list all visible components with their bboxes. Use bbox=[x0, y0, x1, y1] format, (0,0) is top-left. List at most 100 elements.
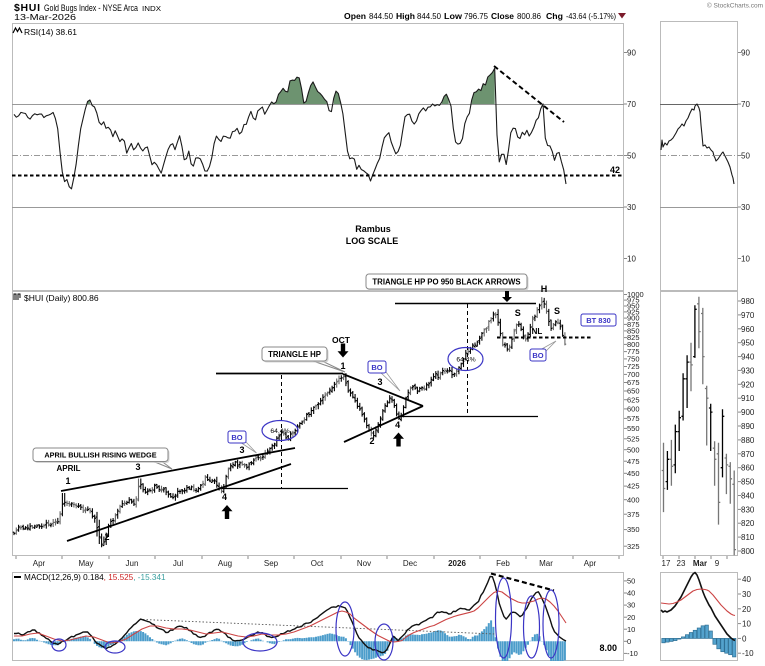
svg-text:4: 4 bbox=[395, 420, 400, 430]
svg-text:2: 2 bbox=[369, 436, 374, 446]
svg-text:3: 3 bbox=[239, 445, 244, 455]
svg-text:875: 875 bbox=[627, 320, 640, 329]
svg-text:APRIL BULLISH RISING WEDGE: APRIL BULLISH RISING WEDGE bbox=[44, 451, 156, 460]
svg-text:375: 375 bbox=[627, 510, 640, 519]
svg-text:4: 4 bbox=[222, 492, 227, 502]
svg-text:50: 50 bbox=[741, 152, 750, 161]
svg-text:40: 40 bbox=[742, 575, 751, 584]
svg-text:830: 830 bbox=[741, 505, 755, 514]
svg-text:970: 970 bbox=[741, 311, 755, 320]
svg-text:500: 500 bbox=[627, 445, 640, 454]
svg-text:850: 850 bbox=[741, 478, 755, 487]
svg-text:1000: 1000 bbox=[627, 290, 644, 299]
svg-text:9: 9 bbox=[715, 559, 720, 568]
svg-text:3: 3 bbox=[135, 462, 140, 472]
svg-text:800.86: 800.86 bbox=[517, 11, 541, 21]
svg-text:625: 625 bbox=[627, 395, 640, 404]
svg-text:525: 525 bbox=[627, 434, 640, 443]
svg-text:Jun: Jun bbox=[126, 559, 139, 568]
svg-text:844.50: 844.50 bbox=[369, 11, 393, 21]
svg-text:775: 775 bbox=[627, 347, 640, 356]
svg-text:880: 880 bbox=[741, 436, 755, 445]
svg-text:BT 830: BT 830 bbox=[586, 316, 611, 325]
svg-text:900: 900 bbox=[741, 408, 755, 417]
svg-text:600: 600 bbox=[627, 405, 640, 414]
svg-text:350: 350 bbox=[627, 525, 640, 534]
svg-text:BO: BO bbox=[231, 433, 242, 442]
svg-text:980: 980 bbox=[741, 297, 755, 306]
svg-text:870: 870 bbox=[741, 450, 755, 459]
svg-text:825: 825 bbox=[627, 333, 640, 342]
svg-text:90: 90 bbox=[741, 49, 750, 58]
svg-text:OCT: OCT bbox=[332, 335, 351, 345]
svg-text:64.4%: 64.4% bbox=[456, 357, 475, 364]
svg-text:10: 10 bbox=[741, 255, 750, 264]
svg-text:High: High bbox=[396, 11, 415, 21]
svg-text:LOG SCALE: LOG SCALE bbox=[346, 236, 399, 246]
svg-text:700: 700 bbox=[627, 370, 640, 379]
svg-text:Mar: Mar bbox=[539, 559, 553, 568]
svg-text:890: 890 bbox=[741, 422, 755, 431]
svg-text:TRIANGLE HP: TRIANGLE HP bbox=[268, 350, 321, 359]
svg-text:40: 40 bbox=[627, 589, 635, 598]
svg-text:8.00: 8.00 bbox=[599, 643, 617, 653]
svg-text:BO: BO bbox=[371, 363, 382, 372]
svg-text:450: 450 bbox=[627, 469, 640, 478]
svg-text:800: 800 bbox=[741, 547, 755, 556]
svg-text:Oct: Oct bbox=[311, 559, 324, 568]
svg-text:Close: Close bbox=[491, 11, 514, 21]
svg-text:920: 920 bbox=[741, 380, 755, 389]
svg-text:975: 975 bbox=[627, 296, 640, 305]
svg-text:575: 575 bbox=[627, 414, 640, 423]
svg-text:Open: Open bbox=[344, 11, 366, 21]
svg-text:960: 960 bbox=[741, 325, 755, 334]
svg-text:940: 940 bbox=[741, 353, 755, 362]
svg-text:475: 475 bbox=[627, 457, 640, 466]
svg-text:950: 950 bbox=[627, 302, 640, 311]
svg-text:30: 30 bbox=[627, 601, 635, 610]
svg-text:Apr: Apr bbox=[33, 559, 46, 568]
svg-text:$HUI (Daily) 800.86: $HUI (Daily) 800.86 bbox=[24, 293, 99, 303]
svg-text:NL: NL bbox=[532, 327, 543, 336]
svg-text:70: 70 bbox=[627, 100, 636, 109]
svg-text:Feb: Feb bbox=[496, 559, 510, 568]
svg-text:30: 30 bbox=[741, 203, 750, 212]
svg-text:800: 800 bbox=[627, 340, 640, 349]
svg-text:50: 50 bbox=[627, 577, 635, 586]
svg-text:42: 42 bbox=[610, 165, 620, 175]
svg-text:10: 10 bbox=[742, 620, 751, 629]
svg-text:844.50: 844.50 bbox=[417, 11, 441, 21]
svg-text:-10: -10 bbox=[627, 649, 638, 658]
svg-text:20: 20 bbox=[627, 613, 635, 622]
svg-text:H: H bbox=[541, 284, 548, 294]
svg-text:Chg: Chg bbox=[546, 11, 563, 21]
svg-text:910: 910 bbox=[741, 394, 755, 403]
svg-text:$HUI: $HUI bbox=[14, 2, 40, 14]
svg-text:930: 930 bbox=[741, 366, 755, 375]
svg-text:90: 90 bbox=[627, 49, 636, 58]
svg-text:RSI(14) 38.61: RSI(14) 38.61 bbox=[24, 27, 77, 37]
svg-text:Nov: Nov bbox=[357, 559, 371, 568]
svg-text:-10: -10 bbox=[742, 649, 754, 658]
svg-text:© StockCharts.com: © StockCharts.com bbox=[707, 2, 763, 10]
svg-text:Apr: Apr bbox=[584, 559, 597, 568]
svg-text:400: 400 bbox=[627, 495, 640, 504]
svg-text:Mar: Mar bbox=[693, 559, 707, 568]
svg-text:Rambus: Rambus bbox=[355, 224, 391, 234]
svg-text:S: S bbox=[554, 306, 560, 316]
svg-text:17: 17 bbox=[662, 559, 671, 568]
svg-text:675: 675 bbox=[627, 378, 640, 387]
svg-text:23: 23 bbox=[677, 559, 686, 568]
svg-text:Gold Bugs Index - NYSE Arca: Gold Bugs Index - NYSE Arca bbox=[44, 3, 139, 14]
svg-text:0: 0 bbox=[627, 637, 631, 646]
svg-text:20: 20 bbox=[742, 605, 751, 614]
svg-text:2: 2 bbox=[104, 532, 109, 542]
svg-text:10: 10 bbox=[627, 255, 636, 264]
svg-text:APRIL: APRIL bbox=[57, 464, 81, 473]
svg-text:70: 70 bbox=[741, 100, 750, 109]
svg-text:860: 860 bbox=[741, 464, 755, 473]
svg-text:840: 840 bbox=[741, 492, 755, 501]
svg-text:425: 425 bbox=[627, 482, 640, 491]
svg-text:May: May bbox=[78, 559, 93, 568]
svg-text:Low: Low bbox=[444, 11, 462, 21]
